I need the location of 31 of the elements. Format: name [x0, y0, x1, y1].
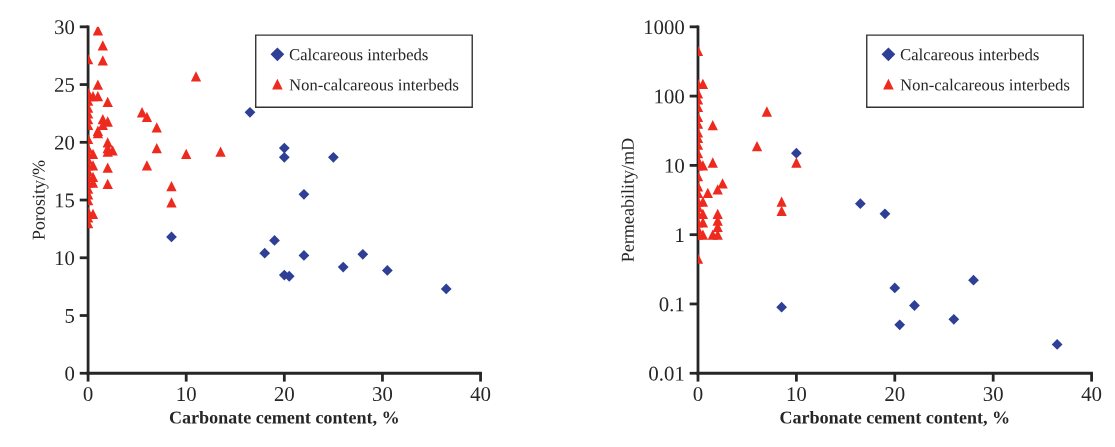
y-axis-title: Permeability/mD [621, 138, 638, 262]
x-axis-title: Carbonate cement content, % [169, 410, 398, 427]
y-tick-label: 10 [665, 158, 684, 173]
y-tick-label: 20 [54, 135, 75, 150]
x-axis-title: Carbonate cement content, % [780, 410, 1009, 427]
x-tick-label: 10 [177, 387, 196, 402]
y-tick-label: 5 [65, 309, 75, 323]
x-tick-label: 0 [83, 387, 93, 402]
legend-label: Calcareous interbeds [289, 48, 428, 61]
x-tick-label: 40 [1081, 387, 1102, 402]
y-axis-title: Porosity/% [32, 160, 49, 240]
y-tick-label: 10 [55, 251, 75, 266]
x-tick-label: 30 [983, 387, 1003, 402]
x-tick-label: 30 [373, 387, 393, 402]
y-tick-label: 25 [54, 77, 75, 92]
y-tick-label: 1000 [644, 20, 684, 35]
y-tick-label: 1 [676, 228, 684, 242]
y-tick-label: 0.01 [649, 366, 684, 381]
legend-label: Non-calcareous interbeds [900, 78, 1070, 91]
y-tick-label: 30 [55, 20, 75, 35]
y-tick-label: 100 [655, 89, 684, 104]
y-tick-label: 0 [65, 366, 75, 381]
y-tick-label: 15 [55, 193, 75, 208]
x-tick-label: 0 [693, 387, 703, 402]
x-tick-label: 40 [470, 387, 491, 402]
legend-label: Non-calcareous interbeds [289, 78, 459, 91]
y-tick-label: 0.1 [659, 297, 684, 312]
legend-label: Calcareous interbeds [900, 48, 1039, 61]
x-tick-label: 10 [787, 387, 807, 402]
x-tick-label: 20 [885, 387, 905, 402]
x-tick-label: 20 [274, 387, 294, 402]
